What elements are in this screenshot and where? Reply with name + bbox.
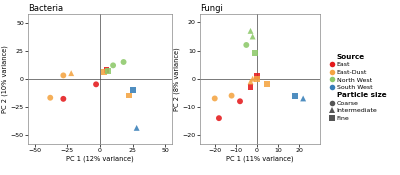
Y-axis label: PC 2 (8% variance): PC 2 (8% variance) bbox=[174, 47, 180, 111]
Point bbox=[47, 96, 54, 99]
Point bbox=[250, 77, 256, 80]
Point bbox=[243, 44, 250, 46]
Point bbox=[292, 94, 298, 97]
Point bbox=[228, 94, 235, 97]
Point bbox=[120, 61, 127, 63]
Point bbox=[254, 77, 260, 80]
Point bbox=[250, 35, 256, 38]
Y-axis label: PC 2 (10% variance): PC 2 (10% variance) bbox=[2, 45, 8, 113]
Point bbox=[252, 52, 258, 55]
Point bbox=[68, 72, 74, 75]
Point bbox=[126, 94, 132, 97]
X-axis label: PC 1 (12% variance): PC 1 (12% variance) bbox=[66, 155, 134, 162]
Point bbox=[60, 74, 66, 77]
Point bbox=[300, 97, 306, 100]
X-axis label: PC 1 (11% variance): PC 1 (11% variance) bbox=[226, 155, 294, 162]
Point bbox=[110, 64, 116, 67]
Text: Fungi: Fungi bbox=[200, 4, 223, 13]
Point bbox=[247, 30, 254, 32]
Point bbox=[254, 75, 260, 77]
Point bbox=[264, 83, 270, 86]
Text: Bacteria: Bacteria bbox=[28, 4, 63, 13]
Legend: Source, East, East-Dust, North West, South West, Particle size, Coarse, Intermed: Source, East, East-Dust, North West, Sou… bbox=[329, 54, 386, 121]
Point bbox=[103, 68, 110, 71]
Point bbox=[130, 89, 136, 91]
Point bbox=[101, 71, 107, 74]
Point bbox=[216, 117, 222, 120]
Point bbox=[237, 100, 243, 103]
Point bbox=[105, 69, 111, 72]
Point bbox=[247, 80, 254, 83]
Point bbox=[60, 97, 66, 100]
Point bbox=[247, 86, 254, 89]
Point bbox=[212, 97, 218, 100]
Point bbox=[134, 127, 140, 129]
Point bbox=[93, 83, 99, 86]
